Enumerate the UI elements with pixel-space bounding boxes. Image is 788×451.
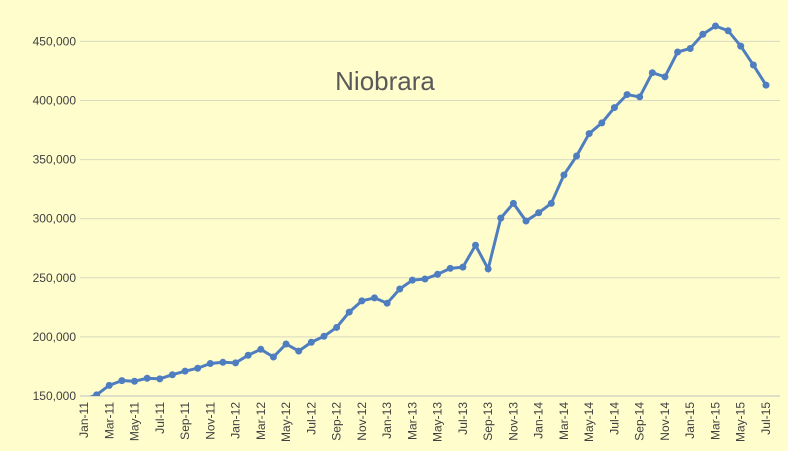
point — [434, 270, 442, 278]
x-tick-label: Sep-13 — [481, 402, 495, 441]
point — [156, 375, 164, 383]
point — [497, 214, 505, 222]
y-tick-label: 200,000 — [33, 330, 77, 344]
y-tick-label: 450,000 — [33, 34, 77, 48]
point — [333, 323, 341, 331]
point — [143, 374, 151, 382]
point — [358, 297, 366, 305]
point — [446, 264, 454, 272]
point — [472, 241, 480, 249]
point — [711, 22, 719, 30]
point — [459, 263, 467, 271]
x-tick-label: Jul-11 — [153, 402, 167, 434]
y-tick-label: 350,000 — [33, 153, 77, 167]
x-tick-label: Sep-12 — [330, 402, 344, 441]
point — [737, 42, 745, 50]
point — [307, 338, 315, 346]
y-tick-label: 250,000 — [33, 271, 77, 285]
point — [181, 367, 189, 375]
point — [269, 353, 277, 361]
x-tick-label: May-11 — [128, 402, 142, 441]
x-tick-label: Nov-12 — [355, 402, 369, 441]
point — [610, 104, 618, 112]
x-tick-label: Nov-14 — [658, 402, 672, 441]
x-tick-label: Jul-12 — [304, 402, 318, 435]
point — [244, 351, 252, 359]
x-tick-label: Jan-11 — [77, 402, 91, 438]
point — [522, 217, 530, 225]
point — [547, 199, 555, 207]
point — [168, 371, 176, 379]
point — [396, 285, 404, 293]
point — [194, 364, 202, 372]
point — [131, 377, 139, 385]
point — [535, 209, 543, 217]
point — [345, 308, 353, 316]
point — [206, 359, 214, 367]
point — [383, 299, 391, 307]
point — [232, 359, 240, 367]
point — [623, 91, 631, 99]
point — [674, 48, 682, 56]
point — [370, 294, 378, 302]
y-tick-label: 300,000 — [33, 212, 77, 226]
x-tick-label: Nov-13 — [506, 402, 520, 441]
x-tick-label: Mar-15 — [708, 402, 722, 440]
x-tick-label: Sep-11 — [178, 402, 192, 440]
x-tick-label: Mar-11 — [102, 402, 116, 439]
point — [408, 276, 416, 284]
y-tick-label: 400,000 — [33, 93, 77, 107]
x-tick-label: May-13 — [431, 402, 445, 442]
point — [93, 391, 101, 396]
x-tick-label: May-14 — [582, 402, 596, 442]
y-tick-label: 150,000 — [33, 389, 77, 403]
point — [219, 358, 227, 366]
point — [636, 93, 644, 101]
point — [724, 27, 732, 35]
x-tick-label: May-15 — [734, 402, 748, 442]
point — [686, 44, 694, 52]
point — [421, 275, 429, 283]
point — [282, 340, 290, 348]
point — [585, 130, 593, 138]
point — [105, 381, 113, 389]
point — [560, 171, 568, 179]
point — [648, 69, 656, 77]
x-tick-label: Jan-13 — [380, 402, 394, 439]
point — [484, 265, 492, 273]
point — [573, 152, 581, 160]
x-tick-label: Jan-15 — [683, 402, 697, 439]
point — [699, 30, 707, 38]
x-tick-label: Mar-12 — [254, 402, 268, 440]
x-tick-label: Jul-15 — [759, 402, 773, 435]
point — [257, 345, 265, 353]
x-tick-label: Jan-14 — [532, 402, 546, 439]
x-tick-label: Mar-14 — [557, 402, 571, 440]
point — [118, 377, 126, 385]
series — [89, 22, 770, 396]
x-tick-label: Nov-11 — [203, 402, 217, 440]
point — [295, 347, 303, 355]
x-tick-label: Jul-14 — [607, 402, 621, 435]
point — [661, 73, 669, 81]
x-tick-label: Jan-12 — [229, 402, 243, 439]
x-tick-label: May-12 — [279, 402, 293, 442]
point — [749, 61, 757, 69]
x-tick-label: Sep-14 — [633, 402, 647, 441]
point — [509, 199, 517, 207]
point — [320, 332, 328, 340]
x-tick-label: Mar-13 — [405, 402, 419, 440]
point — [762, 81, 770, 89]
point — [598, 119, 606, 127]
chart-title: Niobrara — [335, 66, 435, 96]
x-tick-label: Jul-13 — [456, 402, 470, 435]
